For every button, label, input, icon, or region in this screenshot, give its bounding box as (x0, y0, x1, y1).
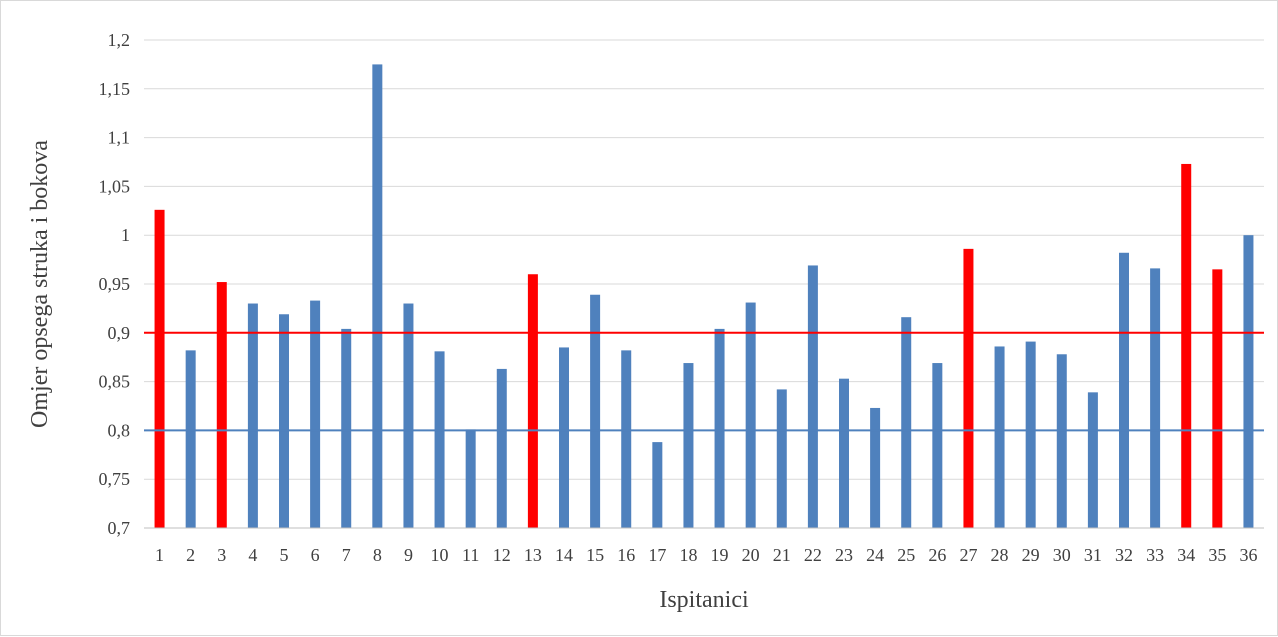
bar-4 (247, 303, 258, 528)
x-tick-label: 19 (711, 545, 729, 565)
bar-30 (1056, 354, 1067, 528)
bar-22 (807, 265, 818, 528)
x-tick-label: 28 (991, 545, 1009, 565)
x-tick-label: 5 (280, 545, 289, 565)
x-tick-label: 18 (679, 545, 697, 565)
x-tick-label: 34 (1177, 545, 1195, 565)
x-tick-label: 12 (493, 545, 511, 565)
bar-33 (1150, 268, 1161, 528)
x-tick-label: 32 (1115, 545, 1133, 565)
x-tick-label: 17 (648, 545, 666, 565)
x-tick-label: 11 (462, 545, 479, 565)
reference-lines (144, 331, 1264, 432)
x-tick-label: 24 (866, 545, 884, 565)
bar-24 (870, 407, 881, 528)
x-tick-label: 4 (248, 545, 257, 565)
bar-3 (216, 282, 227, 528)
bar-20 (745, 302, 756, 528)
bar-17 (652, 442, 663, 528)
x-axis-title: Ispitanici (659, 587, 749, 613)
bar-32 (1119, 252, 1129, 528)
bars (154, 64, 1254, 529)
bar-7 (341, 328, 352, 528)
bar-9 (403, 303, 414, 528)
y-axis-ticks: 0,7 0,75 0,8 0,85 0,9 0,95 1 1,05 1,1 1,15 1,2 (99, 30, 131, 538)
x-tick-label: 26 (928, 545, 946, 565)
y-tick-label: 0,9 (108, 323, 131, 343)
y-tick-label: 0,7 (108, 518, 131, 538)
bar-21 (776, 389, 787, 528)
x-tick-label: 2 (186, 545, 195, 565)
y-tick-label: 1,15 (99, 79, 131, 99)
x-tick-label: 10 (431, 545, 449, 565)
bar-6 (310, 300, 321, 528)
x-tick-label: 20 (742, 545, 760, 565)
bar-34 (1181, 163, 1192, 528)
x-tick-label: 14 (555, 545, 573, 565)
y-tick-label: 0,95 (99, 274, 131, 294)
x-tick-label: 22 (804, 545, 822, 565)
y-tick-label: 1,1 (108, 128, 131, 148)
bar-25 (901, 317, 912, 528)
bar-11 (465, 429, 476, 528)
bar-16 (621, 350, 632, 528)
x-tick-label: 7 (342, 545, 351, 565)
x-tick-label: 15 (586, 545, 604, 565)
bar-8 (372, 64, 383, 529)
bar-31 (1087, 392, 1098, 528)
bar-26 (932, 363, 943, 528)
y-tick-label: 0,8 (108, 420, 131, 440)
bar-13 (527, 274, 538, 528)
y-tick-label: 0,85 (99, 372, 131, 392)
y-tick-label: 0,75 (99, 469, 131, 489)
bar-29 (1025, 341, 1036, 528)
bar-12 (496, 368, 507, 528)
x-tick-label: 3 (217, 545, 226, 565)
bar-10 (434, 351, 445, 528)
bar-18 (683, 363, 694, 528)
x-tick-label: 25 (897, 545, 915, 565)
bar-36 (1243, 235, 1254, 528)
x-axis-ticks: 1 2 3 4 5 6 7 8 9 10 11 12 13 14 15 16 17 18 19 20 21 22 23 24 2… (155, 545, 1257, 565)
x-tick-label: 36 (1239, 545, 1257, 565)
bar-23 (839, 378, 849, 528)
x-tick-label: 31 (1084, 545, 1102, 565)
x-tick-label: 13 (524, 545, 542, 565)
x-tick-label: 1 (155, 545, 164, 565)
x-tick-label: 33 (1146, 545, 1164, 565)
y-tick-label: 1 (121, 225, 130, 245)
bar-35 (1212, 269, 1223, 528)
x-tick-label: 9 (404, 545, 413, 565)
bar-15 (590, 294, 601, 528)
x-tick-label: 27 (959, 545, 977, 565)
x-tick-label: 8 (373, 545, 382, 565)
bar-2 (185, 350, 196, 528)
bar-14 (559, 347, 569, 528)
bar-5 (279, 314, 289, 528)
bar-19 (714, 328, 725, 528)
x-tick-label: 35 (1208, 545, 1226, 565)
x-tick-label: 16 (617, 545, 635, 565)
y-axis-title: Omjer opsega struka i bokova (27, 140, 53, 428)
y-tick-label: 1,05 (99, 176, 131, 196)
y-tick-label: 1,2 (108, 30, 131, 50)
bar-27 (963, 248, 974, 528)
x-tick-label: 21 (773, 545, 791, 565)
x-tick-label: 29 (1022, 545, 1040, 565)
x-tick-label: 6 (311, 545, 320, 565)
bar-28 (994, 346, 1005, 528)
x-tick-label: 30 (1053, 545, 1071, 565)
x-tick-label: 23 (835, 545, 853, 565)
bar-1 (154, 209, 165, 528)
